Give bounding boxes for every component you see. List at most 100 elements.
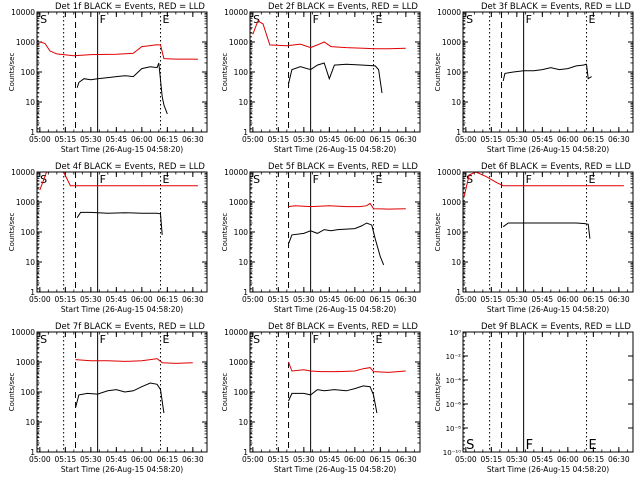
plot-frame: [36, 11, 208, 133]
marker-label: F: [313, 173, 319, 186]
x-axis-title: Start Time (26-Aug-15 04:58:20): [274, 465, 396, 474]
y-axis-title: Counts/sec: [434, 373, 442, 412]
marker-label: S: [40, 13, 47, 26]
x-tick-label: 05:30: [80, 135, 102, 144]
plot-frame: [249, 11, 421, 133]
plot-frame: [249, 331, 421, 453]
y-tick-label: 1000: [229, 198, 248, 207]
x-tick-label: 05:15: [55, 455, 77, 464]
y-tick-label: 10⁰: [449, 329, 461, 337]
y-tick-label: 10000: [11, 168, 35, 177]
x-tick-label: 06:15: [583, 295, 605, 304]
x-tick-label: 06:15: [157, 455, 179, 464]
y-axis-title: Counts/sec: [434, 213, 442, 252]
y-tick-label: 10000: [224, 328, 248, 337]
x-axis-title: Start Time (26-Aug-15 04:58:20): [487, 305, 609, 314]
y-axis-title: Counts/sec: [434, 53, 442, 92]
panel-8: Det 8f BLACK = Events, RED = LLD 1 10 100 10…: [221, 322, 421, 474]
y-axis-title: Counts/sec: [8, 53, 16, 92]
panel-title: Det 5f BLACK = Events, RED = LLD: [268, 162, 418, 172]
x-tick-label: 05:15: [268, 455, 290, 464]
x-tick-label: 06:00: [557, 455, 579, 464]
x-tick-label: 06:00: [557, 295, 579, 304]
events-series-line: [288, 62, 383, 94]
x-tick-label: 06:15: [157, 295, 179, 304]
y-tick-label: 1: [30, 128, 35, 137]
panel-title: Det 8f BLACK = Events, RED = LLD: [268, 322, 418, 332]
y-tick-label: 100: [234, 228, 249, 237]
y-tick-label: 10⁻⁸: [446, 425, 462, 433]
y-tick-label: 1000: [16, 358, 35, 367]
x-tick-label: 05:00: [455, 295, 477, 304]
y-tick-label: 10⁻²: [446, 353, 462, 361]
lld-series-line: [39, 41, 198, 60]
panel-title: Det 1f BLACK = Events, RED = LLD: [55, 2, 205, 12]
y-tick-label: 10000: [11, 328, 35, 337]
x-tick-label: 05:00: [29, 295, 51, 304]
marker-label: E: [376, 333, 383, 346]
plot-frame: [36, 331, 208, 453]
marker-label: S: [466, 438, 474, 453]
panel-4: Det 4f BLACK = Events, RED = LLD 1 10 100 10…: [8, 162, 208, 314]
y-tick-label: 10: [25, 98, 35, 107]
lld-series-line: [463, 171, 624, 197]
y-tick-label: 1: [30, 288, 35, 297]
y-axis-title: Counts/sec: [221, 53, 229, 92]
events-series-line: [288, 222, 385, 266]
panel-6: Det 6f BLACK = Events, RED = LLD 1 10 100 10…: [434, 162, 634, 314]
panel-title: Det 3f BLACK = Events, RED = LLD: [481, 2, 631, 12]
y-tick-label: 10⁻⁶: [446, 401, 462, 409]
y-tick-label: 1: [456, 128, 461, 137]
marker-label: S: [253, 13, 260, 26]
plot-frame: [462, 331, 634, 453]
marker-label: F: [100, 173, 106, 186]
y-tick-label: 10: [25, 258, 35, 267]
marker-label: S: [40, 333, 47, 346]
x-tick-label: 06:30: [395, 295, 417, 304]
y-tick-label: 100: [447, 228, 462, 237]
y-tick-label: 10: [25, 418, 35, 427]
y-tick-label: 1: [243, 288, 248, 297]
marker-label: F: [526, 13, 532, 26]
x-tick-label: 05:00: [29, 455, 51, 464]
x-tick-label: 05:15: [55, 135, 77, 144]
x-tick-label: 05:30: [506, 455, 528, 464]
x-tick-label: 05:15: [268, 295, 290, 304]
y-tick-label: 1000: [229, 358, 248, 367]
x-tick-label: 05:45: [106, 455, 128, 464]
y-tick-label: 100: [21, 68, 36, 77]
y-tick-label: 10000: [437, 8, 461, 17]
panel-title: Det 7f BLACK = Events, RED = LLD: [55, 322, 205, 332]
x-axis-title: Start Time (26-Aug-15 04:58:20): [274, 145, 396, 154]
y-axis-title: Counts/sec: [8, 213, 16, 252]
marker-label: E: [163, 333, 170, 346]
plot-frame: [36, 171, 208, 293]
plot-frame: [462, 11, 634, 133]
x-tick-label: 05:45: [106, 135, 128, 144]
marker-label: S: [253, 173, 260, 186]
y-tick-label: 100: [234, 68, 249, 77]
x-tick-label: 05:30: [506, 135, 528, 144]
panel-title: Det 9f BLACK = Events, RED = LLD: [481, 322, 631, 332]
x-tick-label: 06:30: [182, 455, 204, 464]
x-tick-label: 06:15: [370, 455, 392, 464]
marker-label: F: [526, 173, 532, 186]
x-axis-title: Start Time (26-Aug-15 04:58:20): [61, 465, 183, 474]
y-tick-label: 100: [21, 388, 36, 397]
panel-2: Det 2f BLACK = Events, RED = LLD 1 10 100 10…: [221, 2, 421, 154]
x-tick-label: 06:30: [182, 295, 204, 304]
x-tick-label: 05:00: [29, 135, 51, 144]
x-tick-label: 06:00: [344, 135, 366, 144]
x-tick-label: 06:00: [131, 295, 153, 304]
panel-7: Det 7f BLACK = Events, RED = LLD 1 10 100 10…: [8, 322, 208, 474]
x-tick-label: 05:30: [293, 295, 315, 304]
marker-label: F: [100, 13, 106, 26]
x-tick-label: 06:00: [131, 455, 153, 464]
x-tick-label: 05:30: [293, 135, 315, 144]
y-axis-title: Counts/sec: [8, 373, 16, 412]
y-tick-label: 10000: [11, 8, 35, 17]
x-tick-label: 06:30: [608, 295, 630, 304]
x-tick-label: 05:30: [80, 455, 102, 464]
x-axis-title: Start Time (26-Aug-15 04:58:20): [61, 305, 183, 314]
y-tick-label: 100: [234, 388, 249, 397]
